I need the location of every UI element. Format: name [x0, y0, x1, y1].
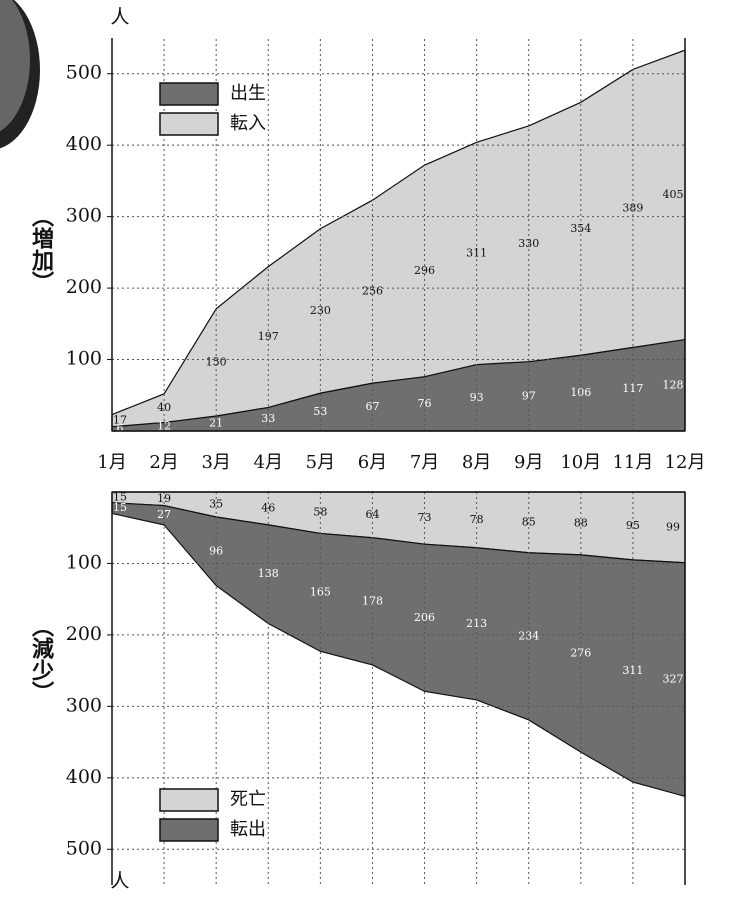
data-label: 327 — [663, 673, 684, 686]
x-tick-label: 8月 — [462, 452, 491, 473]
y-unit: 人 — [110, 870, 129, 892]
data-label: 106 — [570, 386, 591, 399]
legend-label: 死亡 — [230, 789, 266, 810]
x-tick-label: 5月 — [306, 452, 335, 473]
data-label: 40 — [157, 401, 171, 414]
data-label: 330 — [518, 237, 539, 250]
data-label: 53 — [313, 405, 327, 418]
data-label: 15 — [113, 501, 127, 514]
data-label: 93 — [470, 391, 484, 404]
data-label: 88 — [574, 516, 588, 529]
data-label: 73 — [418, 511, 432, 524]
data-label: 138 — [258, 567, 279, 580]
data-label: 17 — [113, 414, 127, 427]
legend-swatch — [159, 112, 219, 136]
data-label: 311 — [466, 246, 487, 259]
y-tick-label: 300 — [66, 694, 102, 716]
y-tick-label: 100 — [66, 348, 102, 370]
data-label: 276 — [570, 646, 591, 659]
data-label: 78 — [470, 513, 484, 526]
data-label: 165 — [310, 585, 331, 598]
y-tick-label: 500 — [66, 62, 102, 84]
legend-label: 出生 — [230, 83, 266, 104]
data-label: 234 — [518, 629, 539, 642]
y-tick-label: 100 — [66, 551, 102, 573]
decoration-disc — [0, 0, 40, 149]
data-label: 296 — [414, 264, 435, 277]
y-axis-label: （減少） — [28, 615, 55, 703]
x-tick-label: 2月 — [149, 452, 178, 473]
data-label: 256 — [362, 285, 383, 298]
x-tick-label: 3月 — [201, 452, 230, 473]
data-label: 99 — [666, 520, 680, 533]
data-label: 354 — [570, 222, 591, 235]
data-label: 150 — [206, 355, 227, 368]
y-tick-label: 200 — [66, 623, 102, 645]
legend-swatch — [159, 788, 219, 812]
y-tick-label: 400 — [66, 766, 102, 788]
legend-label: 転入 — [230, 113, 266, 134]
data-label: 230 — [310, 304, 331, 317]
data-label: 213 — [466, 617, 487, 630]
x-tick-label: 9月 — [514, 452, 543, 473]
data-label: 405 — [663, 188, 684, 201]
y-tick-label: 500 — [66, 837, 102, 859]
data-label: 33 — [261, 412, 275, 425]
data-label: 117 — [622, 382, 643, 395]
x-tick-label: 7月 — [410, 452, 439, 473]
x-tick-label: 11月 — [612, 452, 653, 473]
data-label: 19 — [157, 492, 171, 505]
y-tick-label: 200 — [66, 276, 102, 298]
data-label: 64 — [365, 508, 379, 521]
y-axis-label: （増加） — [28, 205, 55, 293]
data-label: 58 — [313, 506, 327, 519]
y-tick-label: 300 — [66, 205, 102, 227]
data-label: 6 — [117, 422, 124, 435]
data-label: 76 — [418, 397, 432, 410]
data-label: 46 — [261, 501, 275, 514]
data-label: 35 — [209, 498, 223, 511]
legend-label: 転出 — [230, 819, 266, 840]
data-label: 311 — [622, 664, 643, 677]
data-label: 12 — [157, 420, 171, 433]
x-tick-label: 10月 — [560, 452, 601, 473]
data-label: 128 — [663, 378, 684, 391]
y-unit: 人 — [110, 6, 129, 28]
x-tick-label: 6月 — [358, 452, 387, 473]
data-label: 67 — [365, 400, 379, 413]
legend-swatch — [159, 818, 219, 842]
data-label: 197 — [258, 330, 279, 343]
x-tick-label: 1月 — [97, 452, 126, 473]
data-label: 96 — [209, 544, 223, 557]
x-tick-label: 4月 — [254, 452, 283, 473]
legend-swatch — [159, 82, 219, 106]
data-label: 27 — [157, 508, 171, 521]
data-label: 15 — [113, 490, 127, 503]
data-label: 85 — [522, 515, 536, 528]
data-label: 178 — [362, 594, 383, 607]
data-label: 95 — [626, 519, 640, 532]
data-label: 206 — [414, 611, 435, 624]
data-label: 389 — [622, 201, 643, 214]
data-label: 21 — [209, 416, 223, 429]
data-label: 97 — [522, 389, 536, 402]
x-tick-label: 12月 — [665, 452, 706, 473]
y-tick-label: 400 — [66, 133, 102, 155]
